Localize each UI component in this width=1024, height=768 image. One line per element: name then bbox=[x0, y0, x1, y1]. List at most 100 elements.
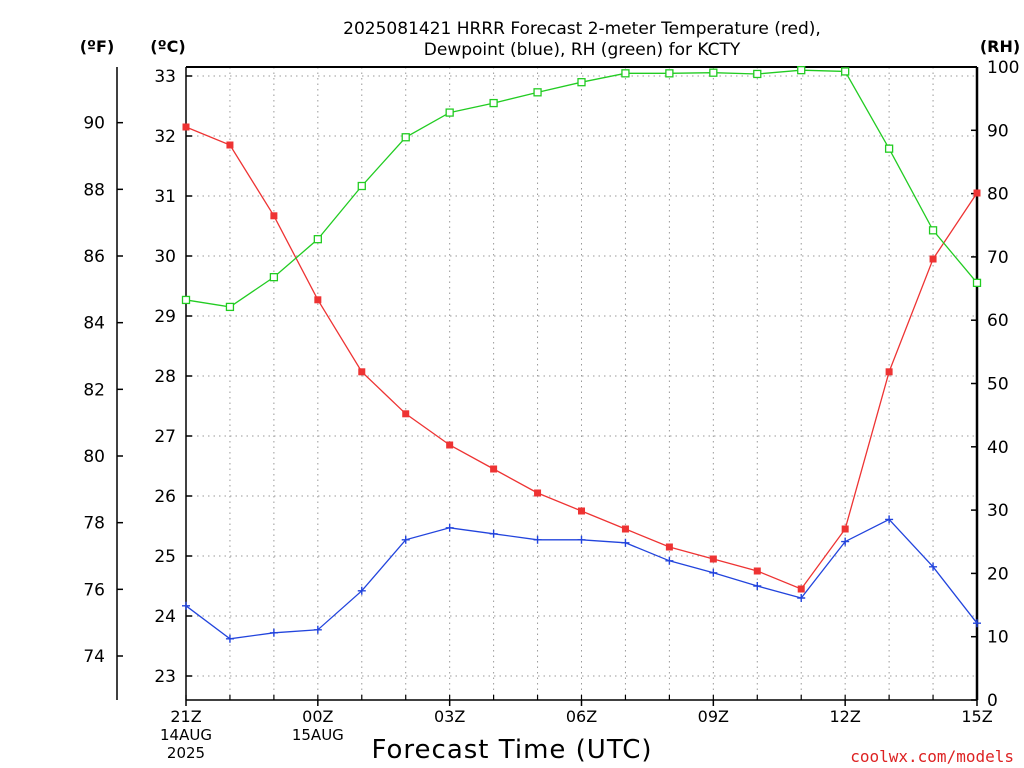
dewpoint-point bbox=[665, 556, 674, 565]
chart-title-line-2: Dewpoint (blue), RH (green) for KCTY bbox=[424, 40, 741, 60]
fahrenheit-tick-label: 88 bbox=[83, 180, 105, 200]
rh-point bbox=[621, 69, 630, 78]
x-tick-label: 21Z bbox=[170, 707, 201, 726]
dewpoint-point bbox=[753, 582, 762, 590]
rh-point bbox=[884, 144, 894, 153]
rh-point bbox=[753, 69, 762, 79]
rh-point bbox=[313, 235, 322, 244]
dewpoint-point bbox=[182, 601, 190, 610]
rh-tick-label: 90 bbox=[987, 121, 1009, 141]
dewpoint-point bbox=[445, 523, 454, 532]
rh-tick-label: 0 bbox=[987, 691, 998, 711]
dewpoint-point bbox=[621, 538, 630, 547]
fahrenheit-tick-label: 84 bbox=[83, 314, 105, 334]
temperature-point bbox=[973, 189, 981, 197]
temperature-point bbox=[929, 255, 937, 263]
celsius-tick-label: 33 bbox=[154, 67, 176, 87]
rh-point bbox=[489, 98, 498, 108]
source-credit: coolwx.com/models bbox=[850, 747, 1014, 766]
dewpoint-point bbox=[841, 537, 850, 546]
celsius-tick-label: 23 bbox=[154, 667, 176, 687]
rh-point bbox=[841, 67, 850, 76]
x-tick-label: 03Z bbox=[434, 707, 465, 726]
rh-tick-label: 60 bbox=[987, 311, 1009, 331]
temperature-point bbox=[709, 555, 717, 563]
celsius-tick-label: 30 bbox=[154, 247, 176, 267]
dewpoint-point bbox=[357, 586, 366, 595]
celsius-tick-label: 25 bbox=[154, 547, 176, 567]
celsius-tick-label: 31 bbox=[154, 187, 176, 207]
rh-point bbox=[972, 278, 982, 288]
rh-tick-label: 80 bbox=[987, 185, 1009, 205]
x-tick-label: 15Z bbox=[961, 707, 992, 726]
x-tick-label: 12Z bbox=[830, 707, 861, 726]
temperature-point bbox=[578, 507, 585, 515]
x-tick-label: 09Z bbox=[698, 707, 729, 726]
celsius-unit-label: (ºC) bbox=[150, 37, 185, 56]
x-tick-date-label: 14AUG bbox=[160, 726, 212, 744]
x-tick-label: 00Z bbox=[302, 707, 333, 726]
fahrenheit-tick-label: 82 bbox=[83, 380, 105, 400]
rh-tick-label: 40 bbox=[987, 438, 1009, 458]
chart-title-line-1: 2025081421 HRRR Forecast 2-meter Tempera… bbox=[343, 19, 821, 39]
temperature-point bbox=[490, 465, 498, 473]
rh-point bbox=[357, 181, 366, 191]
dewpoint-point bbox=[797, 594, 806, 602]
rh-tick-label: 20 bbox=[987, 564, 1009, 584]
fahrenheit-tick-label: 76 bbox=[83, 580, 105, 600]
temperature-point bbox=[841, 525, 849, 533]
temperature-point bbox=[797, 585, 805, 593]
fahrenheit-tick-label: 90 bbox=[83, 114, 105, 134]
rh-point bbox=[709, 68, 718, 77]
dewpoint-point bbox=[269, 628, 278, 637]
rh-point bbox=[269, 273, 279, 282]
rh-tick-label: 70 bbox=[987, 248, 1009, 268]
rh-point bbox=[533, 88, 542, 97]
rh-point bbox=[665, 69, 674, 78]
celsius-tick-label: 28 bbox=[154, 367, 176, 387]
dewpoint-point bbox=[225, 634, 234, 643]
rh-tick-label: 30 bbox=[987, 501, 1009, 521]
x-tick-date-label: 2025 bbox=[167, 744, 205, 762]
dewpoint-point bbox=[577, 535, 586, 544]
temperature-point bbox=[665, 543, 673, 551]
fahrenheit-tick-label: 86 bbox=[83, 247, 105, 267]
series bbox=[181, 66, 982, 643]
temperature-point bbox=[534, 489, 542, 497]
temperature-point bbox=[358, 368, 366, 376]
celsius-tick-label: 24 bbox=[154, 607, 176, 627]
rh-unit-label: (RH) bbox=[980, 37, 1020, 56]
celsius-tick-label: 27 bbox=[154, 427, 176, 447]
temperature-point bbox=[446, 441, 454, 449]
dewpoint-point bbox=[929, 562, 938, 571]
dewpoint-point bbox=[709, 568, 718, 577]
celsius-tick-label: 32 bbox=[154, 127, 176, 147]
rh-point bbox=[181, 295, 191, 305]
fahrenheit-tick-label: 78 bbox=[83, 514, 105, 534]
fahrenheit-unit-label: (ºF) bbox=[80, 37, 115, 56]
dewpoint-point bbox=[533, 535, 542, 544]
temperature-point bbox=[314, 296, 322, 304]
rh-point bbox=[577, 78, 586, 87]
dewpoint-point bbox=[885, 515, 894, 524]
dewpoint-point bbox=[401, 535, 410, 544]
grid bbox=[186, 67, 977, 700]
celsius-tick-label: 29 bbox=[154, 307, 176, 327]
x-tick-date-label: 15AUG bbox=[292, 726, 344, 744]
x-axis-title: Forecast Time (UTC) bbox=[371, 735, 652, 765]
celsius-tick-label: 26 bbox=[154, 487, 176, 507]
temperature-point bbox=[621, 525, 629, 533]
temperature-point bbox=[182, 123, 190, 131]
temperature-point bbox=[885, 368, 893, 376]
temperature-point bbox=[270, 212, 278, 220]
rh-tick-label: 50 bbox=[987, 375, 1009, 395]
dewpoint-point bbox=[973, 619, 981, 628]
rh-point bbox=[928, 226, 938, 235]
rh-point bbox=[797, 66, 806, 75]
dewpoint-point bbox=[313, 625, 322, 634]
rh-tick-label: 10 bbox=[987, 628, 1009, 648]
temperature-point bbox=[753, 567, 761, 575]
rh-point bbox=[401, 133, 410, 142]
dewpoint-point bbox=[489, 529, 498, 538]
fahrenheit-tick-label: 80 bbox=[83, 447, 105, 467]
